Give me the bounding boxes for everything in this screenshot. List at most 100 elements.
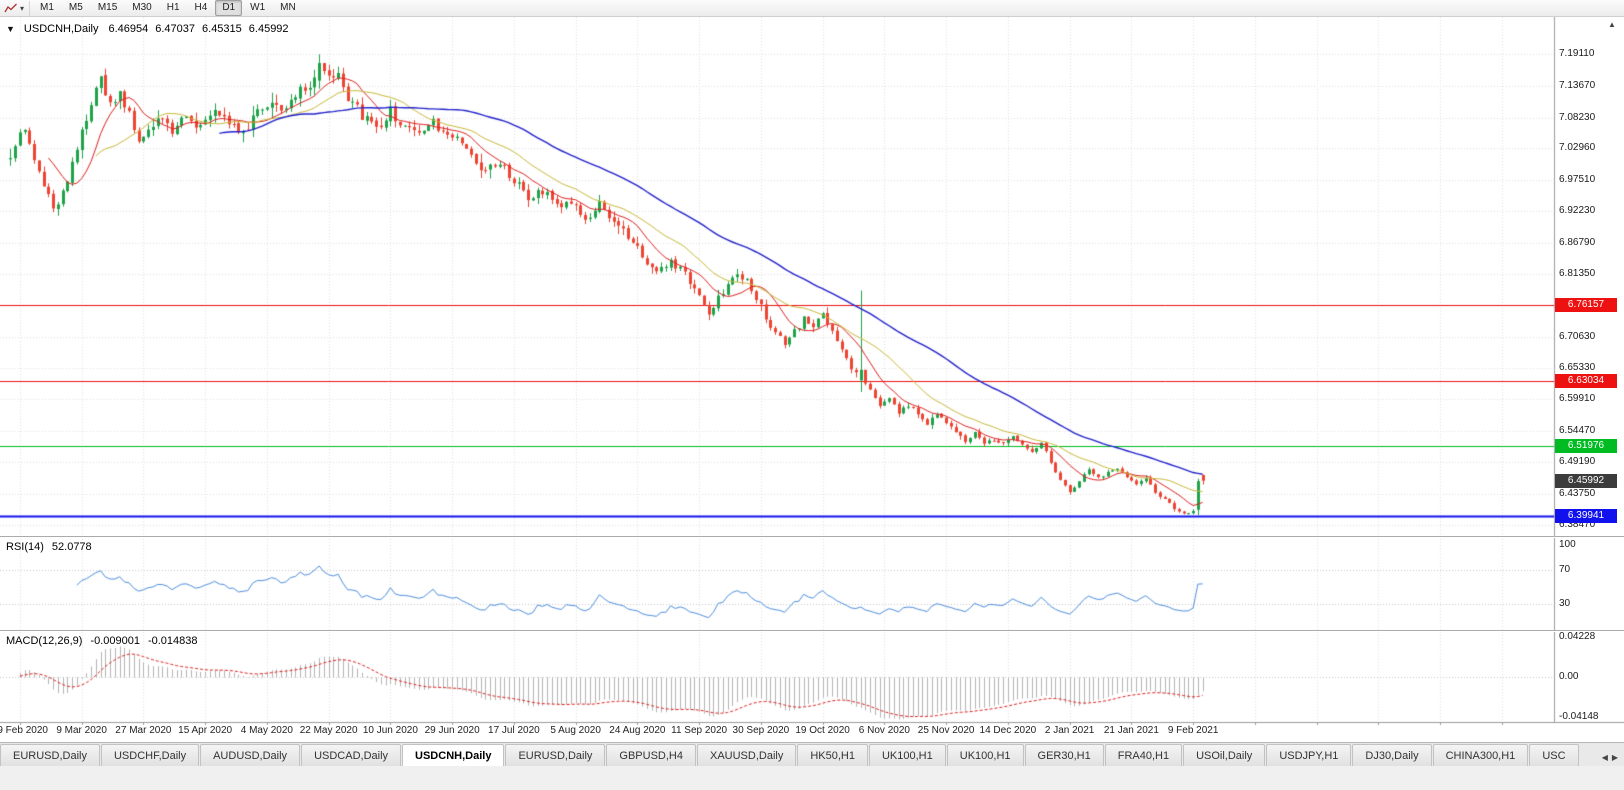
chart-tab-ger30-h1[interactable]: GER30,H1 <box>1024 744 1104 766</box>
current-price-tag: 6.45992 <box>1555 473 1617 488</box>
price-axis-tick: 6.81350 <box>1559 268 1596 280</box>
chart-tab-usdcnh-daily[interactable]: USDCNH,Daily <box>402 744 505 766</box>
time-axis-label: 29 Jun 2020 <box>424 725 480 736</box>
tab-scroll-left-button[interactable]: ◀ <box>1601 753 1608 762</box>
chart-tab-usdcad-daily[interactable]: USDCAD,Daily <box>301 744 402 766</box>
hline-price-tag: 6.76157 <box>1555 297 1617 312</box>
chart-tab-bar: EURUSD,Daily USDCHF,Daily AUDUSD,Daily USDC… <box>0 742 1624 766</box>
time-axis-label: 9 Mar 2020 <box>56 725 107 736</box>
time-axis-label: 11 Sep 2020 <box>671 725 728 736</box>
price-axis-tick: 6.65330 <box>1559 361 1596 373</box>
ohlc-open: 6.46954 <box>108 23 149 35</box>
rsi-axis-tick: 100 <box>1559 538 1576 550</box>
chart-scroll-up-button[interactable]: ▲ <box>1608 20 1616 29</box>
rsi-name: RSI(14) <box>6 541 44 553</box>
price-axis-tick: 7.02960 <box>1559 142 1596 154</box>
chart-tab-uk100-h1[interactable]: UK100,H1 <box>868 744 946 766</box>
chart-tab-gbpusd-h4[interactable]: GBPUSD,H4 <box>606 744 696 766</box>
chart-tab-audusd-daily[interactable]: AUDUSD,Daily <box>200 744 301 766</box>
time-axis-label: 24 Aug 2020 <box>609 725 666 736</box>
chart-tab-usdjpy-h1[interactable]: USDJPY,H1 <box>1266 744 1352 766</box>
time-axis-label: 10 Jun 2020 <box>362 725 418 736</box>
chart-tool-dropdown[interactable]: ▾ <box>0 0 31 16</box>
time-axis-label: 15 Apr 2020 <box>178 725 233 736</box>
chart-tabs: EURUSD,Daily USDCHF,Daily AUDUSD,Daily USDC… <box>0 744 1592 766</box>
rsi-value: 52.0778 <box>51 541 92 553</box>
timeframe-button-m15[interactable]: M15 <box>97 2 118 13</box>
time-axis-label: 17 Jul 2020 <box>488 725 540 736</box>
rsi-indicator-label: RSI(14) 52.0778 <box>6 541 100 553</box>
macd-main-value: -0.009001 <box>90 635 140 647</box>
time-axis-label: 19 Oct 2020 <box>795 725 850 736</box>
tab-scroll-arrows: ◀ ▶ <box>1598 753 1624 766</box>
chart-tab-dj30-daily[interactable]: DJ30,Daily <box>1352 744 1432 766</box>
ohlc-high: 6.47037 <box>155 23 196 35</box>
macd-indicator-label: MACD(12,26,9) -0.009001 -0.014838 <box>6 635 206 647</box>
rsi-axis-tick: 70 <box>1559 564 1571 576</box>
chart-tab-fra40-h1[interactable]: FRA40,H1 <box>1104 744 1183 766</box>
ohlc-close: 6.45992 <box>248 23 289 35</box>
timeframe-button-h4[interactable]: H4 <box>194 2 208 13</box>
chart-tab-usc[interactable]: USC <box>1529 744 1579 766</box>
macd-axis-tick: 0.04228 <box>1559 630 1596 642</box>
pane-splitter-rsi[interactable] <box>0 536 1624 537</box>
chart-tab-china300-h1[interactable]: CHINA300,H1 <box>1432 744 1529 766</box>
macd-axis-tick: 0.00 <box>1559 671 1579 683</box>
timeframe-button-m1[interactable]: M1 <box>40 2 54 13</box>
tab-scroll-right-button[interactable]: ▶ <box>1611 753 1618 762</box>
price-axis-tick: 6.97510 <box>1559 174 1596 186</box>
price-axis-tick: 6.38470 <box>1559 518 1596 530</box>
price-axis-tick: 6.70630 <box>1559 330 1596 342</box>
macd-axis-tick: -0.04148 <box>1559 711 1599 722</box>
timeframe-button-mn[interactable]: MN <box>280 2 296 13</box>
hline-price-tag: 6.51976 <box>1555 438 1617 453</box>
hline-price-tag: 6.39941 <box>1555 508 1617 523</box>
time-axis-label: 30 Sep 2020 <box>732 725 790 736</box>
chart-tab-xauusd-daily[interactable]: XAUUSD,Daily <box>696 744 797 766</box>
macd-signal-value: -0.014838 <box>147 635 198 647</box>
time-axis-label: 14 Dec 2020 <box>979 725 1037 736</box>
dropdown-caret-icon: ▾ <box>20 3 25 13</box>
time-axis-label: 25 Nov 2020 <box>917 725 975 736</box>
one-click-trading-toggle-icon[interactable]: ▼ <box>6 24 15 34</box>
price-axis-tick: 7.19110 <box>1559 48 1595 60</box>
time-axis-label: 22 May 2020 <box>299 725 358 736</box>
time-axis-label: 5 Aug 2020 <box>550 725 601 736</box>
chart-symbol-period: USDCNH,Daily <box>23 23 99 35</box>
time-axis-label: 4 May 2020 <box>240 725 293 736</box>
price-axis-tick: 7.13670 <box>1559 79 1596 91</box>
chart-tab-usdchf-daily[interactable]: USDCHF,Daily <box>100 744 200 766</box>
ohlc-readout: ▼ USDCNH,Daily 6.46954 6.47037 6.45315 6.4599… <box>6 23 296 35</box>
line-chart-icon <box>4 3 17 12</box>
chart-window: ▼ USDCNH,Daily 6.46954 6.47037 6.45315 6.4599… <box>0 17 1624 742</box>
price-axis-tick: 6.86790 <box>1559 236 1596 248</box>
price-axis-tick: 6.43750 <box>1559 487 1596 499</box>
price-axis-tick: 6.59910 <box>1559 393 1596 405</box>
timeframe-button-m30[interactable]: M30 <box>132 2 152 13</box>
macd-name: MACD(12,26,9) <box>6 635 83 647</box>
timeframe-toolbar: ▾ M1 M5 M15 M30 H1 H4 D1 W1 MN <box>0 0 1624 17</box>
chart-tab-usoil-daily[interactable]: USOil,Daily <box>1183 744 1266 766</box>
time-axis-label: 21 Jan 2021 <box>1103 725 1159 736</box>
pane-splitter-macd[interactable] <box>0 630 1624 631</box>
price-axis-tick: 6.92230 <box>1559 205 1596 216</box>
time-axis-label: 2 Jan 2021 <box>1044 725 1095 736</box>
chart-tab-eurusd-daily[interactable]: EURUSD,Daily <box>505 744 606 766</box>
chart-tab-eurusd-daily[interactable]: EURUSD,Daily <box>0 744 100 766</box>
timeframe-button-m5[interactable]: M5 <box>68 2 83 13</box>
time-axis-label: 9 Feb 2021 <box>1167 725 1219 736</box>
chart-tab-uk100-h1[interactable]: UK100,H1 <box>946 744 1024 766</box>
hline-price-tag: 6.63034 <box>1555 374 1617 389</box>
ohlc-low: 6.45315 <box>202 23 242 35</box>
price-axis-tick: 6.49190 <box>1559 455 1596 467</box>
time-axis-label: 6 Nov 2020 <box>858 725 910 736</box>
time-axis-label: 19 Feb 2020 <box>0 725 48 736</box>
price-chart-canvas[interactable] <box>0 17 1624 742</box>
rsi-axis-tick: 30 <box>1559 598 1571 610</box>
timeframe-button-w1[interactable]: W1 <box>250 2 266 13</box>
timeframe-buttons: M1 M5 M15 M30 H1 H4 D1 W1 MN <box>33 0 304 16</box>
timeframe-button-h1[interactable]: H1 <box>166 2 180 13</box>
chart-tab-hk50-h1[interactable]: HK50,H1 <box>797 744 868 766</box>
timeframe-button-d1[interactable]: D1 <box>215 0 243 16</box>
price-axis-tick: 7.08230 <box>1559 111 1596 123</box>
